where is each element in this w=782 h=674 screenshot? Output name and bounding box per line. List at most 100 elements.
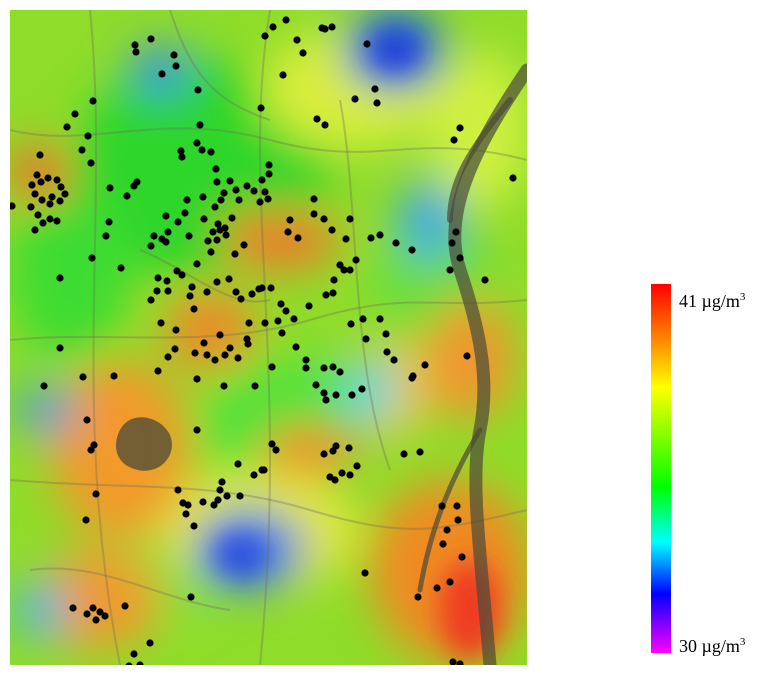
station-marker[interactable] bbox=[37, 178, 45, 186]
station-marker[interactable] bbox=[321, 25, 329, 33]
station-marker[interactable] bbox=[164, 228, 172, 236]
station-marker[interactable] bbox=[146, 639, 154, 647]
station-marker[interactable] bbox=[33, 171, 41, 179]
station-marker[interactable] bbox=[329, 289, 337, 297]
station-marker[interactable] bbox=[44, 174, 52, 182]
station-marker[interactable] bbox=[200, 215, 208, 223]
station-marker[interactable] bbox=[456, 254, 464, 262]
station-marker[interactable] bbox=[211, 203, 219, 211]
station-marker[interactable] bbox=[194, 86, 202, 94]
station-marker[interactable] bbox=[481, 276, 489, 284]
station-marker[interactable] bbox=[163, 277, 171, 285]
station-marker[interactable] bbox=[294, 234, 302, 242]
station-marker[interactable] bbox=[320, 364, 328, 372]
station-marker[interactable] bbox=[351, 95, 359, 103]
station-marker[interactable] bbox=[199, 498, 207, 506]
station-marker[interactable] bbox=[178, 153, 186, 161]
station-marker[interactable] bbox=[222, 231, 230, 239]
station-marker[interactable] bbox=[133, 178, 141, 186]
station-marker[interactable] bbox=[172, 326, 180, 334]
station-marker[interactable] bbox=[258, 466, 266, 474]
station-marker[interactable] bbox=[228, 214, 236, 222]
station-marker[interactable] bbox=[204, 237, 212, 245]
station-marker[interactable] bbox=[190, 522, 198, 530]
station-marker[interactable] bbox=[87, 446, 95, 454]
station-marker[interactable] bbox=[181, 209, 189, 217]
station-marker[interactable] bbox=[214, 496, 222, 504]
station-marker[interactable] bbox=[332, 391, 340, 399]
station-marker[interactable] bbox=[200, 339, 208, 347]
station-marker[interactable] bbox=[213, 278, 221, 286]
station-marker[interactable] bbox=[250, 187, 258, 195]
station-marker[interactable] bbox=[433, 584, 441, 592]
station-marker[interactable] bbox=[172, 62, 180, 70]
station-marker[interactable] bbox=[245, 319, 253, 327]
station-marker[interactable] bbox=[363, 40, 371, 48]
station-marker[interactable] bbox=[69, 604, 77, 612]
station-marker[interactable] bbox=[312, 381, 320, 389]
station-marker[interactable] bbox=[83, 610, 91, 618]
station-marker[interactable] bbox=[121, 602, 129, 610]
station-marker[interactable] bbox=[332, 442, 340, 450]
station-marker[interactable] bbox=[256, 198, 264, 206]
station-marker[interactable] bbox=[147, 242, 155, 250]
station-marker[interactable] bbox=[28, 181, 36, 189]
station-marker[interactable] bbox=[450, 136, 458, 144]
station-marker[interactable] bbox=[92, 616, 100, 624]
station-marker[interactable] bbox=[390, 356, 398, 364]
station-marker[interactable] bbox=[248, 290, 256, 298]
station-marker[interactable] bbox=[174, 218, 182, 226]
station-marker[interactable] bbox=[328, 23, 336, 31]
station-marker[interactable] bbox=[456, 660, 464, 665]
station-marker[interactable] bbox=[56, 344, 64, 352]
station-marker[interactable] bbox=[331, 476, 339, 484]
station-marker[interactable] bbox=[255, 285, 263, 293]
station-marker[interactable] bbox=[214, 220, 222, 228]
station-marker[interactable] bbox=[96, 608, 104, 616]
station-marker[interactable] bbox=[232, 288, 240, 296]
station-marker[interactable] bbox=[310, 195, 318, 203]
station-marker[interactable] bbox=[186, 292, 194, 300]
station-marker[interactable] bbox=[212, 165, 220, 173]
station-marker[interactable] bbox=[226, 177, 234, 185]
station-marker[interactable] bbox=[258, 176, 266, 184]
station-marker[interactable] bbox=[153, 287, 161, 295]
station-marker[interactable] bbox=[220, 189, 228, 197]
station-marker[interactable] bbox=[84, 132, 92, 140]
station-marker[interactable] bbox=[198, 146, 206, 154]
station-marker[interactable] bbox=[458, 553, 466, 561]
station-marker[interactable] bbox=[348, 391, 356, 399]
station-marker[interactable] bbox=[278, 329, 286, 337]
station-marker[interactable] bbox=[177, 147, 185, 155]
station-marker[interactable] bbox=[261, 319, 269, 327]
station-marker[interactable] bbox=[269, 23, 277, 31]
station-marker[interactable] bbox=[376, 315, 384, 323]
station-marker[interactable] bbox=[439, 540, 447, 548]
station-marker[interactable] bbox=[265, 170, 273, 178]
station-marker[interactable] bbox=[217, 196, 225, 204]
station-marker[interactable] bbox=[136, 661, 144, 665]
station-marker[interactable] bbox=[293, 36, 301, 44]
station-marker[interactable] bbox=[340, 266, 348, 274]
station-marker[interactable] bbox=[10, 202, 16, 210]
station-marker[interactable] bbox=[131, 41, 139, 49]
station-marker[interactable] bbox=[190, 305, 198, 313]
station-marker[interactable] bbox=[338, 469, 346, 477]
station-marker[interactable] bbox=[320, 215, 328, 223]
station-marker[interactable] bbox=[292, 343, 300, 351]
station-marker[interactable] bbox=[207, 248, 215, 256]
station-marker[interactable] bbox=[454, 516, 462, 524]
station-marker[interactable] bbox=[162, 212, 170, 220]
station-marker[interactable] bbox=[203, 288, 211, 296]
station-marker[interactable] bbox=[449, 658, 457, 665]
station-marker[interactable] bbox=[408, 246, 416, 254]
station-marker[interactable] bbox=[421, 361, 429, 369]
station-marker[interactable] bbox=[199, 193, 207, 201]
station-marker[interactable] bbox=[182, 510, 190, 518]
station-marker[interactable] bbox=[193, 426, 201, 434]
station-marker[interactable] bbox=[102, 232, 110, 240]
station-marker[interactable] bbox=[330, 276, 338, 284]
station-marker[interactable] bbox=[216, 331, 224, 339]
station-marker[interactable] bbox=[261, 188, 269, 196]
station-marker[interactable] bbox=[193, 260, 201, 268]
